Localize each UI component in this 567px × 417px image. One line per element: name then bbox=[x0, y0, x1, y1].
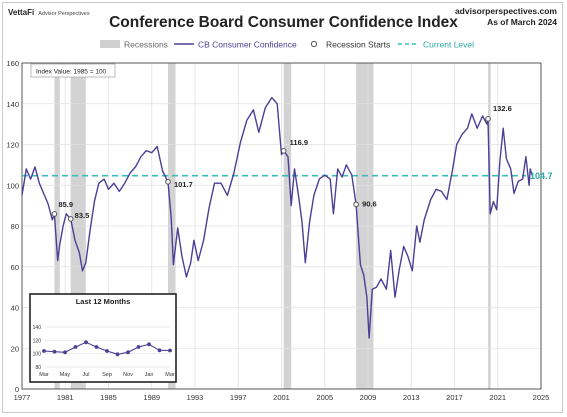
inset-point bbox=[105, 349, 109, 353]
inset-point bbox=[136, 345, 141, 349]
inset-y-tick-label: 120 bbox=[33, 338, 42, 344]
recession-start-label: 85.9 bbox=[58, 200, 73, 209]
chart-title: Conference Board Consumer Confidence Ind… bbox=[109, 14, 458, 31]
legend-current-level: Current Level bbox=[423, 40, 474, 50]
x-tick-label: 2001 bbox=[273, 393, 290, 402]
recession-start-label: 101.7 bbox=[174, 180, 193, 189]
inset-x-tick-label: Jul bbox=[82, 372, 89, 378]
recession-start-label: 132.6 bbox=[493, 104, 512, 113]
inset-plot: 80 100 120 140 Mar May Jul Sep Nov Jan Mar bbox=[33, 325, 175, 378]
x-tick-label: 2021 bbox=[489, 393, 506, 402]
y-tick-label: 60 bbox=[11, 263, 19, 272]
inset-point bbox=[42, 349, 46, 353]
inset-point bbox=[147, 342, 151, 347]
recession-start-label: 116.9 bbox=[290, 138, 308, 147]
recession-start-marker bbox=[67, 216, 74, 222]
x-tick-label: 1981 bbox=[57, 393, 74, 402]
index-note-box bbox=[30, 63, 116, 78]
inset-chart: Last 12 Months 80 100 120 140 Mar May Jul Sep No… bbox=[29, 293, 177, 383]
inset-point bbox=[126, 350, 130, 355]
legend-recession-starts: Recession Starts bbox=[326, 40, 390, 50]
inset-point bbox=[115, 352, 120, 357]
brand-logo: VettaFi Advisor Perspectives bbox=[8, 8, 90, 17]
recession-start-label: 83.5 bbox=[75, 211, 90, 220]
x-tick-label: 2009 bbox=[360, 393, 377, 402]
inset-y-tick-label: 100 bbox=[33, 352, 42, 358]
series-line-cb-confidence bbox=[21, 96, 534, 339]
inset-x-tick-label: May bbox=[60, 372, 71, 378]
recession-start-marker bbox=[280, 148, 287, 154]
y-tick-label: 40 bbox=[11, 304, 19, 313]
inset-x-tick-label: Mar bbox=[165, 372, 175, 378]
y-tick-label: 120 bbox=[6, 141, 19, 150]
x-tick-label: 2017 bbox=[446, 393, 463, 402]
inset-x-tick-label: Jan bbox=[145, 372, 154, 378]
inset-point bbox=[52, 349, 57, 354]
recession-start-marker bbox=[165, 178, 171, 185]
x-tick-label: 2025 bbox=[533, 393, 550, 402]
current-level-label: 104.7 bbox=[530, 171, 553, 181]
x-tick-label: 1993 bbox=[187, 393, 204, 402]
legend-series: CB Consumer Confidence bbox=[198, 40, 297, 50]
y-tick-label: 0 bbox=[15, 385, 19, 394]
inset-point bbox=[63, 350, 67, 355]
x-tick-label: 1997 bbox=[230, 393, 247, 402]
brand-subtitle: Advisor Perspectives bbox=[38, 11, 90, 17]
inset-frame bbox=[29, 293, 177, 383]
recession-start-marker bbox=[353, 201, 359, 208]
as-of-date: As of March 2024 bbox=[487, 17, 557, 27]
x-tick-label: 1989 bbox=[143, 393, 160, 402]
brand-name: VettaFi bbox=[8, 8, 35, 17]
inset-x-tick-label: Mar bbox=[39, 372, 49, 378]
inset-y-tick-label: 80 bbox=[35, 365, 41, 371]
source-block: advisorperspectives.com As of March 2024 bbox=[455, 6, 557, 28]
legend: Recessions CB Consumer Confidence Recess… bbox=[100, 40, 474, 50]
y-tick-label: 80 bbox=[11, 222, 19, 231]
inset-point bbox=[94, 345, 99, 349]
plot-border bbox=[21, 62, 542, 390]
inset-point bbox=[73, 345, 78, 349]
y-tick-label: 20 bbox=[11, 344, 19, 353]
index-note-text: Index Value: 1985 = 100 bbox=[36, 69, 107, 76]
y-tick-label: 100 bbox=[6, 181, 19, 190]
legend-recession-swatch bbox=[100, 40, 120, 48]
x-tick-label: 2013 bbox=[403, 393, 420, 402]
inset-point bbox=[84, 340, 88, 345]
legend-recessions: Recessions bbox=[124, 40, 168, 50]
x-tick-label: 1985 bbox=[100, 393, 117, 402]
inset-title: Last 12 Months bbox=[76, 297, 131, 306]
x-tick-label: 2005 bbox=[316, 393, 333, 402]
y-tick-label: 160 bbox=[6, 59, 19, 68]
inset-x-tick-label: Sep bbox=[102, 372, 112, 378]
recession-start-marker bbox=[51, 211, 58, 217]
inset-point bbox=[168, 348, 172, 353]
legend-dot-swatch bbox=[310, 40, 318, 48]
inset-y-tick-label: 140 bbox=[33, 325, 42, 331]
y-tick-label: 140 bbox=[6, 100, 19, 109]
inset-point bbox=[157, 348, 162, 353]
source-site: advisorperspectives.com bbox=[454, 6, 557, 16]
x-tick-label: 1977 bbox=[14, 393, 31, 402]
inset-x-tick-label: Nov bbox=[123, 372, 133, 378]
recession-start-marker bbox=[485, 116, 491, 122]
index-note: Index Value: 1985 = 100 bbox=[30, 63, 116, 78]
recession-start-label: 90.6 bbox=[362, 199, 377, 208]
